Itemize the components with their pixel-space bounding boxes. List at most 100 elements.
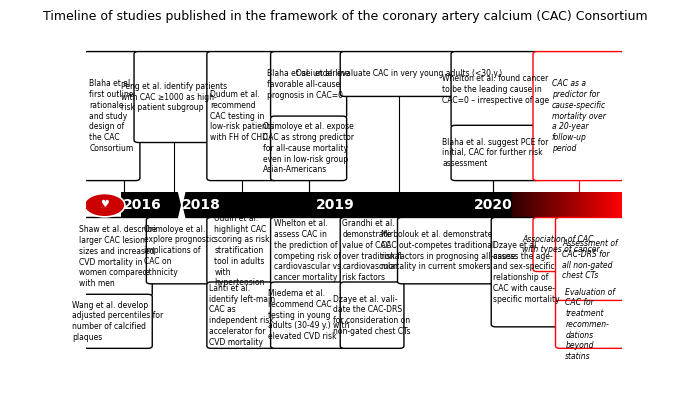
FancyBboxPatch shape [271, 116, 347, 181]
Bar [513, 192, 515, 219]
Bar [558, 192, 559, 219]
Bar [540, 192, 541, 219]
Text: Dzaye et al. vali-
date the CAC-DRS
for consideration on
non-gated chest CTs: Dzaye et al. vali- date the CAC-DRS for … [333, 294, 411, 336]
Bar [598, 192, 600, 219]
Text: Orimoloye et al. expose
CAC as strong predictor
for all-cause mortality
even in : Orimoloye et al. expose CAC as strong pr… [263, 122, 354, 174]
Bar [559, 192, 560, 219]
Bar [609, 192, 611, 219]
Bar [121, 192, 512, 219]
Bar [570, 192, 571, 219]
FancyBboxPatch shape [340, 51, 457, 97]
FancyBboxPatch shape [207, 217, 277, 284]
Text: · · ·: · · · [102, 205, 108, 209]
Text: Assessment of
CAC-DRS for
all non-gated
chest CTs: Assessment of CAC-DRS for all non-gated … [562, 239, 618, 280]
Bar [574, 192, 576, 219]
Bar [605, 192, 606, 219]
Bar [543, 192, 545, 219]
Bar [521, 192, 522, 219]
Bar [541, 192, 543, 219]
Bar [536, 192, 538, 219]
Bar [618, 192, 620, 219]
Bar [551, 192, 552, 219]
Bar [600, 192, 601, 219]
Bar [567, 192, 569, 219]
Bar [580, 192, 583, 219]
Bar [590, 192, 591, 219]
Bar [515, 192, 516, 219]
Bar [577, 192, 578, 219]
FancyBboxPatch shape [340, 217, 404, 284]
Bar [527, 192, 528, 219]
Bar [621, 192, 623, 219]
FancyBboxPatch shape [397, 217, 499, 284]
Text: Timeline of studies published in the framework of the coronary artery calcium (C: Timeline of studies published in the fra… [43, 10, 647, 23]
Bar [555, 192, 556, 219]
Bar [557, 192, 558, 219]
Text: Blaha et al.
first outline
rationale
and study
design of
the CAC
Consortium: Blaha et al. first outline rationale and… [89, 79, 134, 153]
Bar [547, 192, 549, 219]
Bar [578, 192, 580, 219]
FancyBboxPatch shape [83, 294, 152, 348]
Text: Evaluation of
CAC for
treatment
recommen-
dations
beyond
statins: Evaluation of CAC for treatment recommen… [565, 288, 615, 361]
Bar [594, 192, 596, 219]
FancyBboxPatch shape [533, 51, 625, 181]
Bar [524, 192, 525, 219]
Bar [522, 192, 524, 219]
Bar [529, 192, 530, 219]
Bar [514, 192, 515, 219]
Text: 2019: 2019 [316, 198, 354, 212]
Bar [546, 192, 547, 219]
Bar [594, 192, 595, 219]
Bar [613, 192, 614, 219]
Bar [517, 192, 518, 219]
FancyBboxPatch shape [451, 51, 540, 127]
Bar [526, 192, 527, 219]
Bar [560, 192, 561, 219]
Bar [575, 192, 577, 219]
Bar [520, 192, 522, 219]
Bar [586, 192, 587, 219]
Bar [605, 192, 607, 219]
Bar [574, 192, 575, 219]
Bar [608, 192, 609, 219]
Bar [549, 192, 550, 219]
FancyBboxPatch shape [207, 282, 277, 348]
Bar [535, 192, 536, 219]
FancyBboxPatch shape [491, 217, 562, 327]
FancyBboxPatch shape [556, 217, 625, 302]
Bar [593, 192, 594, 219]
Bar [531, 192, 533, 219]
Bar [539, 192, 540, 219]
Bar [587, 192, 589, 219]
Bar [585, 192, 587, 219]
Bar [537, 192, 538, 219]
Bar [596, 192, 598, 219]
Bar [560, 192, 562, 219]
Bar [552, 192, 553, 219]
Text: Osei et al. evaluate CAC in very young adults (<30 y.): Osei et al. evaluate CAC in very young a… [296, 69, 502, 79]
Text: Orimoloye et al.
explore prognostic
implications of
CAC on
ethnicity: Orimoloye et al. explore prognostic impl… [144, 225, 216, 277]
Text: Grandhi et al.
demonstrate
value of CAC
over traditional
cardiovascular
risk fac: Grandhi et al. demonstrate value of CAC … [342, 219, 402, 282]
Polygon shape [178, 192, 185, 219]
Text: 2018: 2018 [182, 198, 221, 212]
Bar [568, 192, 569, 219]
Bar [611, 192, 612, 219]
Bar [542, 192, 544, 219]
Text: Mirbolouk et al. demonstrate
CAC out-competes traditional
risk factors in progno: Mirbolouk et al. demonstrate CAC out-com… [381, 230, 515, 271]
Text: CAC as a
predictor for
cause-specific
mortality over
a 20-year
follow-up
period: CAC as a predictor for cause-specific mo… [552, 79, 606, 153]
Bar [520, 192, 521, 219]
Bar [616, 192, 618, 219]
Bar [544, 192, 546, 219]
Text: ♥: ♥ [100, 199, 109, 209]
Bar [614, 192, 615, 219]
Bar [580, 192, 581, 219]
Bar [563, 192, 565, 219]
Bar [553, 192, 555, 219]
Text: Uddin et al.
highlight CAC
scoring as risk
stratification
tool in adults
with
hy: Uddin et al. highlight CAC scoring as ri… [214, 214, 269, 287]
Bar [604, 192, 605, 219]
Bar [571, 192, 572, 219]
Bar [576, 192, 578, 219]
Bar [583, 192, 585, 219]
Bar [597, 192, 598, 219]
Bar [569, 192, 570, 219]
